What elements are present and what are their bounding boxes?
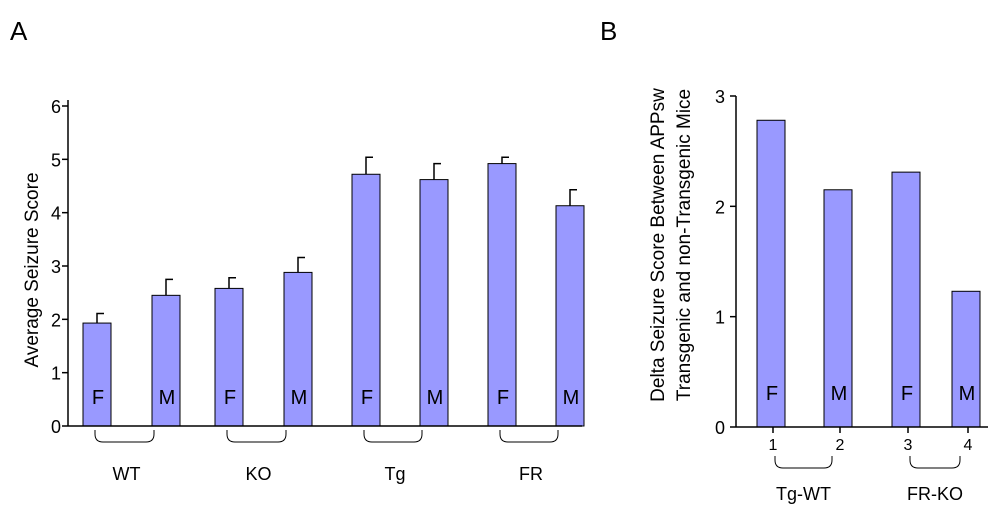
panel-b-bar-label: F	[901, 383, 913, 405]
panel-a-bar-label: F	[224, 387, 236, 409]
panel-b-x-tick-label: 2	[836, 437, 845, 454]
panel-b: B Delta Seizure Score Between APPsw Tran…	[600, 16, 988, 504]
panel-a-bar	[82, 322, 112, 427]
panel-b-bar-label: F	[766, 383, 778, 405]
panel-a-y-tick-label: 3	[51, 257, 61, 277]
panel-a-bar	[214, 287, 244, 427]
panel-a-bars	[82, 156, 585, 427]
panel-a-bar-label: M	[563, 387, 580, 409]
panel-a-y-tick-label: 0	[51, 417, 61, 437]
panel-a-y-tick-label: 2	[51, 310, 61, 330]
panel-a-error-bar	[165, 278, 173, 296]
panel-b-y-ticks: 0 1 2 3	[715, 87, 736, 438]
panel-b-ylabel-line-1: Delta Seizure Score Between APPsw	[648, 88, 669, 402]
panel-a-error-bar	[96, 312, 104, 324]
panel-a-y-ticks: 0 1 2 3 4 5 6	[51, 97, 68, 437]
panel-b-y-tick-label: 1	[715, 308, 725, 328]
panel-a-group-label: Tg	[384, 464, 405, 484]
panel-a-group-bracket	[226, 430, 287, 443]
panel-a-error-bar	[569, 188, 577, 206]
panel-a-bar	[419, 179, 449, 427]
panel-a-group-label: FR	[519, 464, 543, 484]
panel-b-y-tick-label: 2	[715, 197, 725, 217]
panel-b-bar	[756, 119, 786, 428]
panel-a-bar	[487, 163, 517, 427]
panel-a-y-tick-label: 5	[51, 150, 61, 170]
panel-b-bar	[823, 189, 853, 428]
panel-b-bar	[891, 171, 921, 428]
panel-b-groups: Tg-WT FR-KO	[774, 456, 963, 504]
panel-a-bar	[283, 271, 313, 427]
panel-a-group-bracket	[94, 430, 155, 443]
panel-a-label: A	[10, 16, 28, 46]
panel-b-y-tick-label: 0	[715, 418, 725, 438]
panel-a-bar	[351, 173, 381, 427]
panel-b-bar-label: M	[831, 383, 848, 405]
panel-a-error-bar	[433, 162, 441, 180]
panel-a-y-tick-label: 1	[51, 364, 61, 384]
panel-a-ylabel: Average Seizure Score	[22, 172, 43, 367]
panel-b-x-tick-label: 4	[964, 437, 973, 454]
panel-b-y-tick-label: 3	[715, 87, 725, 107]
panel-b-x-ticks: 1 2 3 4	[769, 427, 973, 454]
panel-a-group-label: KO	[245, 464, 271, 484]
panel-a-bar	[555, 205, 585, 427]
panel-a-group-label: WT	[113, 464, 141, 484]
panel-a-bar-label: F	[361, 387, 373, 409]
panel-a-bar-label: M	[159, 387, 176, 409]
panel-a-groups: WT KO Tg FR	[94, 430, 559, 484]
panel-a: A Average Seizure Score 0 1 2 3 4 5 6 F M F M F M F M…	[10, 16, 585, 484]
panel-a-bar-label: M	[427, 387, 444, 409]
panel-a-bar-label: F	[92, 387, 104, 409]
panel-a-y-tick-label: 6	[51, 97, 61, 117]
panel-b-ylabel-line-2: Transgenic and non-Transgenic Mice	[674, 89, 695, 401]
panel-a-error-bar	[228, 276, 236, 289]
panel-b-group-bracket	[909, 456, 961, 469]
panel-a-group-bracket	[499, 430, 559, 443]
panel-b-x-tick-label: 3	[904, 437, 913, 454]
panel-b-bar	[951, 290, 981, 428]
panel-b-group-label: Tg-WT	[776, 484, 831, 504]
panel-a-error-bar	[297, 256, 305, 273]
panel-a-y-tick-label: 4	[51, 204, 61, 224]
panel-a-error-bar	[501, 156, 509, 164]
panel-a-error-bar	[365, 156, 373, 175]
panel-b-bar-label: M	[959, 383, 976, 405]
panel-b-label: B	[600, 16, 617, 46]
panel-b-bars	[756, 119, 981, 428]
panel-b-group-label: FR-KO	[907, 484, 963, 504]
panel-b-x-tick-label: 1	[769, 437, 778, 454]
panel-a-group-bracket	[363, 430, 423, 443]
panel-a-bar-label: M	[291, 387, 308, 409]
panel-a-bar-label: F	[497, 387, 509, 409]
panel-b-group-bracket	[774, 456, 833, 469]
